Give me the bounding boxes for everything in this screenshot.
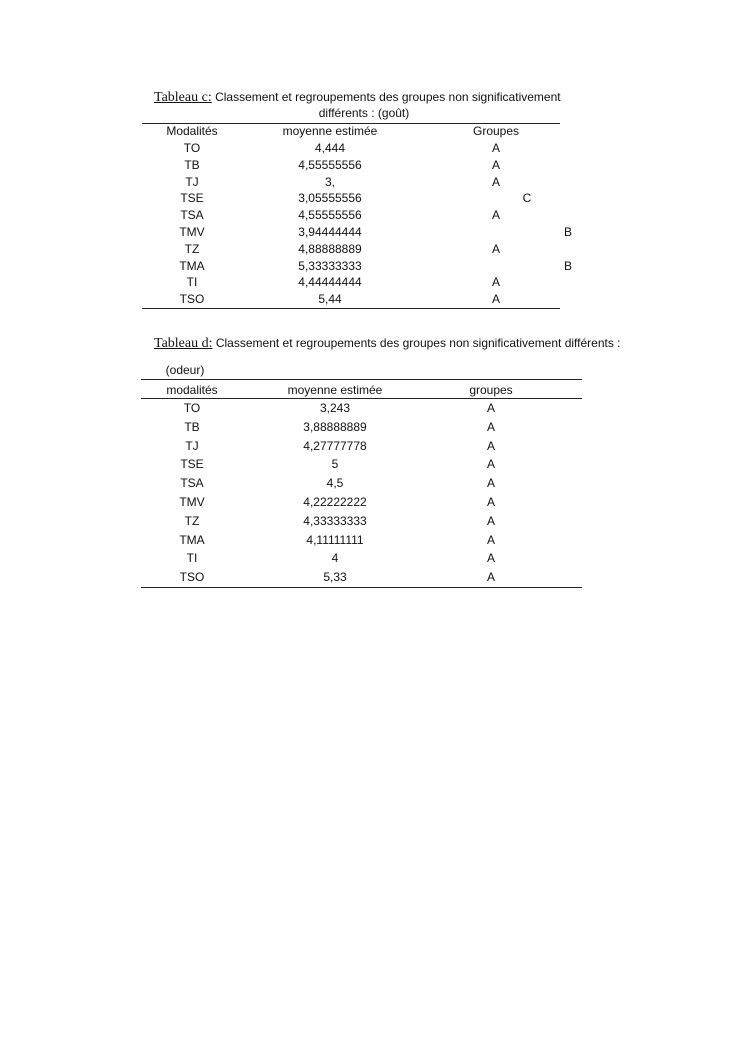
table-d-cell-groupe: A [486,551,496,566]
table-d-cell-moyenne: 5 [331,457,339,472]
table-d-cell-modalite: TMA [179,532,205,547]
table-d-caption-label: Tableau d: [154,336,213,351]
table-c-caption-line2: différents : (goût) [318,106,410,120]
table-c-cell-moyenne: 3,05555556 [298,191,362,206]
table-d-cell-modalite: TMV [179,495,205,509]
table-c-cell-modalite: TZ [184,241,200,256]
table-c-bottom-rule [142,308,560,309]
table-c-cell-moyenne: 4,88888889 [298,241,362,256]
table-d-bottom-rule [141,587,582,588]
table-c-cell-modalite: TI [186,275,198,290]
table-d-cell-groupe: A [486,570,496,585]
table-d-cell-groupe: A [486,401,496,415]
table-d-cell-groupe: A [486,438,496,453]
table-c-cell-modalite: TSO [179,292,205,307]
table-c-cell-groupe-a: A [491,292,501,307]
table-c-cell-moyenne: 4,55555556 [298,157,362,172]
table-d-cell-modalite: TZ [184,513,200,528]
table-d-top-rule [141,379,582,380]
table-d-header-groupes: groupes [469,383,513,397]
table-d-cell-groupe: A [486,513,496,528]
table-d-cell-moyenne: 4,22222222 [303,495,367,509]
table-d-cell-moyenne: 4 [331,551,339,566]
table-c-cell-moyenne: 3, [324,174,336,189]
table-c-header-modalites: Modalités [166,124,218,138]
table-c-cell-groupe-a: A [491,141,501,155]
table-c-cell-moyenne: 4,55555556 [298,208,362,223]
table-d-cell-moyenne: 4,27777778 [303,438,367,453]
table-d-cell-modalite: TSO [179,570,205,585]
table-d-cell-groupe: A [486,532,496,547]
table-d-cell-groupe: A [486,457,496,472]
table-c-cell-moyenne: 5,33333333 [298,258,362,273]
table-d-subtitle: (odeur) [165,363,205,377]
table-c-cell-modalite: TO [183,141,201,155]
table-c-cell-groupe-c: C [522,191,532,206]
table-d-cell-moyenne: 3,88888889 [303,419,367,434]
table-d-cell-moyenne: 4,5 [326,476,344,491]
table-d-header-moyenne: moyenne estimée [287,383,383,397]
table-c-cell-groupe-a: A [491,241,501,256]
table-c-header-moyenne: moyenne estimée [282,124,378,138]
table-d-header-modalites: modalités [166,383,218,397]
table-c-cell-modalite: TSE [180,191,204,206]
table-c-cell-modalite: TJ [185,174,199,189]
table-d-cell-modalite: TO [183,401,201,415]
table-c-cell-groupe-b: B [563,258,573,273]
table-c-cell-moyenne: 4,444 [314,141,346,155]
table-c-cell-moyenne: 3,94444444 [298,225,362,239]
table-c-cell-groupe-b: B [563,225,573,239]
table-d-caption-text: Classement et regroupements des groupes … [215,336,621,350]
table-d-cell-moyenne: 5,33 [323,570,347,585]
table-d-cell-modalite: TI [186,551,198,566]
table-d-cell-modalite: TJ [185,438,199,453]
table-d-cell-groupe: A [486,495,496,509]
table-d-cell-moyenne: 3,243 [319,401,351,415]
table-c-caption: Tableau c: Classement et regroupements d… [154,90,561,106]
table-c-cell-moyenne: 5,44 [318,292,342,307]
table-c-cell-modalite: TSA [180,208,204,223]
table-c-cell-moyenne: 4,44444444 [298,275,362,290]
table-c-header-groupes: Groupes [472,124,520,138]
table-c-caption-label: Tableau c: [154,90,212,105]
table-d-header-rule [141,398,582,399]
table-c-cell-modalite: TMA [179,258,205,273]
table-d-caption: Tableau d: Classement et regroupements d… [154,336,621,352]
table-d-cell-moyenne: 4,33333333 [303,513,367,528]
table-c-cell-modalite: TMV [179,225,205,239]
table-c-cell-groupe-a: A [491,275,501,290]
table-c-caption-text: Classement et regroupements des groupes … [215,90,561,104]
table-d-cell-modalite: TSE [180,457,204,472]
table-d-cell-modalite: TSA [180,476,204,491]
table-c-cell-groupe-a: A [491,208,501,223]
table-c-cell-modalite: TB [184,157,200,172]
table-c-cell-groupe-a: A [491,157,501,172]
table-d-cell-groupe: A [486,419,496,434]
table-d-cell-moyenne: 4,11111111 [306,532,364,547]
table-d-cell-groupe: A [486,476,496,491]
table-c-top-rule [142,123,560,124]
table-d-cell-modalite: TB [184,419,200,434]
table-c-cell-groupe-a: A [491,174,501,189]
